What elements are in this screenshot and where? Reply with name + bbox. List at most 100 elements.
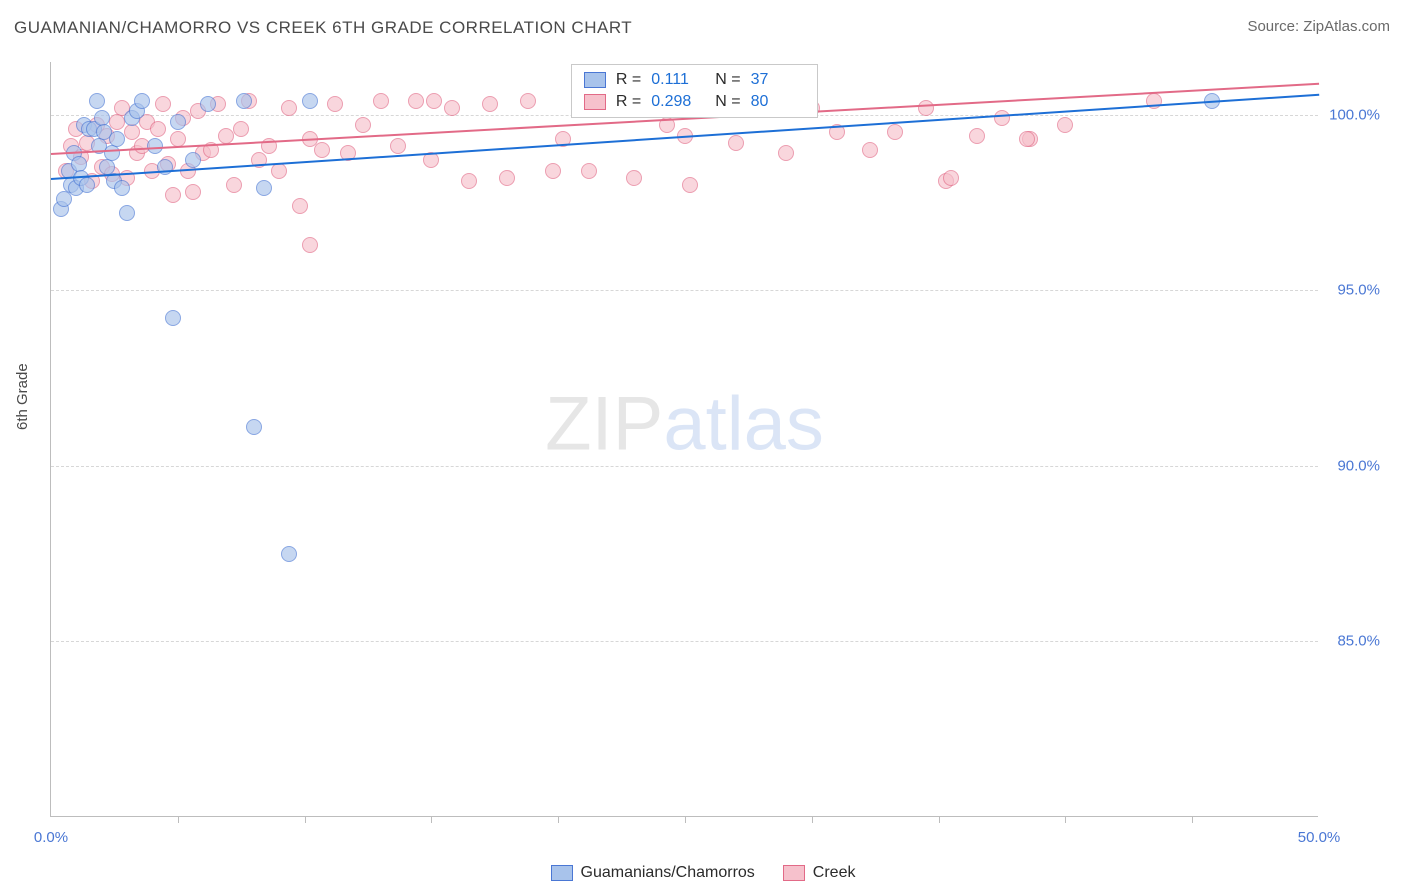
data-point	[943, 170, 959, 186]
stats-row: R = 0.111 N = 37	[572, 69, 817, 91]
x-tick-label: 50.0%	[1298, 829, 1341, 846]
data-point	[89, 93, 105, 109]
data-point	[281, 100, 297, 116]
legend-b-label: Creek	[813, 864, 856, 882]
data-point	[918, 100, 934, 116]
gridline	[51, 290, 1318, 291]
x-tick	[1192, 816, 1193, 823]
n-label: N =	[715, 93, 740, 111]
x-tick	[939, 816, 940, 823]
gridline	[51, 466, 1318, 467]
data-point	[314, 142, 330, 158]
data-point	[155, 96, 171, 112]
data-point	[969, 128, 985, 144]
data-point	[165, 310, 181, 326]
r-label: R =	[616, 93, 641, 111]
data-point	[302, 93, 318, 109]
plot-area: ZIPatlas 85.0%90.0%95.0%100.0%0.0%50.0%R…	[50, 62, 1318, 817]
data-point	[581, 163, 597, 179]
data-point	[256, 180, 272, 196]
data-point	[887, 124, 903, 140]
r-value: 0.298	[651, 93, 705, 111]
data-point	[1057, 117, 1073, 133]
y-tick-label: 90.0%	[1337, 457, 1380, 474]
data-point	[292, 198, 308, 214]
swatch-a-icon	[551, 865, 573, 881]
legend-a-label: Guamanians/Chamorros	[581, 864, 755, 882]
data-point	[327, 96, 343, 112]
data-point	[79, 177, 95, 193]
x-tick	[305, 816, 306, 823]
data-point	[682, 177, 698, 193]
data-point	[355, 117, 371, 133]
stats-legend: R =0.111N =37R =0.298N =80	[571, 64, 818, 118]
r-value: 0.111	[651, 71, 705, 89]
x-tick	[431, 816, 432, 823]
data-point	[185, 184, 201, 200]
data-point	[281, 546, 297, 562]
data-point	[408, 93, 424, 109]
gridline	[51, 641, 1318, 642]
data-point	[185, 152, 201, 168]
data-point	[520, 93, 536, 109]
data-point	[499, 170, 515, 186]
data-point	[150, 121, 166, 137]
data-point	[170, 114, 186, 130]
data-point	[124, 124, 140, 140]
chart-title: GUAMANIAN/CHAMORRO VS CREEK 6TH GRADE CO…	[14, 18, 632, 38]
data-point	[302, 237, 318, 253]
data-point	[426, 93, 442, 109]
stats-row: R =0.298N =80	[572, 91, 817, 113]
data-point	[862, 142, 878, 158]
x-tick	[558, 816, 559, 823]
data-point	[390, 138, 406, 154]
data-point	[246, 419, 262, 435]
x-tick-label: 0.0%	[34, 829, 68, 846]
data-point	[200, 96, 216, 112]
x-tick	[812, 816, 813, 823]
data-point	[233, 121, 249, 137]
swatch-b-icon	[783, 865, 805, 881]
data-point	[114, 180, 130, 196]
data-point	[461, 173, 477, 189]
data-point	[373, 93, 389, 109]
y-tick-label: 85.0%	[1337, 633, 1380, 650]
data-point	[226, 177, 242, 193]
data-point	[626, 170, 642, 186]
data-point	[271, 163, 287, 179]
bottom-legend: Guamanians/Chamorros Creek	[0, 864, 1406, 882]
data-point	[482, 96, 498, 112]
n-label: N =	[715, 71, 740, 89]
data-point	[728, 135, 744, 151]
data-point	[165, 187, 181, 203]
data-point	[236, 93, 252, 109]
y-axis-label: 6th Grade	[14, 363, 31, 430]
swatch-icon	[584, 94, 606, 110]
legend-item-b: Creek	[783, 864, 856, 882]
x-tick	[685, 816, 686, 823]
data-point	[545, 163, 561, 179]
watermark-zip: ZIP	[545, 381, 663, 466]
watermark: ZIPatlas	[545, 380, 824, 467]
data-point	[157, 159, 173, 175]
y-tick-label: 100.0%	[1329, 106, 1380, 123]
data-point	[218, 128, 234, 144]
swatch-icon	[584, 72, 606, 88]
data-point	[778, 145, 794, 161]
watermark-atlas: atlas	[663, 381, 824, 466]
legend-item-a: Guamanians/Chamorros	[551, 864, 755, 882]
r-label: R =	[616, 71, 641, 89]
data-point	[109, 131, 125, 147]
data-point	[444, 100, 460, 116]
data-point	[119, 205, 135, 221]
data-point	[134, 93, 150, 109]
data-point	[109, 114, 125, 130]
data-point	[994, 110, 1010, 126]
x-tick	[178, 816, 179, 823]
data-point	[1019, 131, 1035, 147]
n-value: 37	[751, 71, 805, 89]
data-point	[104, 145, 120, 161]
source-label: Source: ZipAtlas.com	[1247, 18, 1390, 35]
correlation-chart: GUAMANIAN/CHAMORRO VS CREEK 6TH GRADE CO…	[0, 0, 1406, 892]
y-tick-label: 95.0%	[1337, 282, 1380, 299]
